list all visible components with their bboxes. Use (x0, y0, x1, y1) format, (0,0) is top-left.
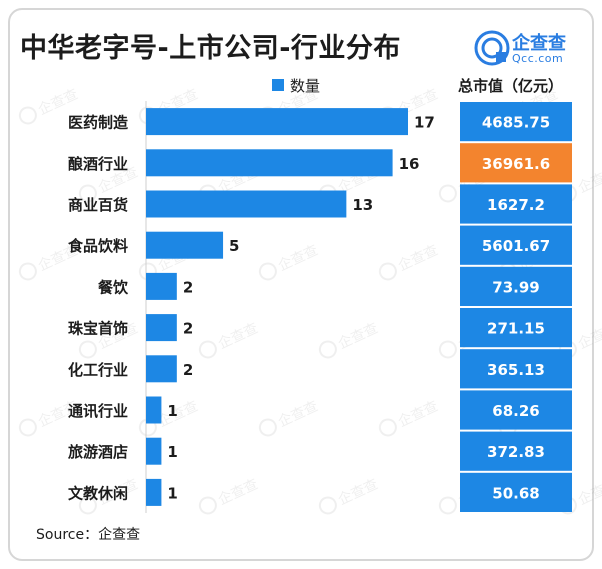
market-value-text: 365.13 (487, 361, 545, 379)
data-label: 13 (352, 196, 373, 214)
market-value-text: 1627.2 (487, 196, 545, 214)
category-label: 食品饮料 (68, 237, 128, 255)
data-label: 16 (399, 155, 420, 173)
market-value-cell (460, 184, 572, 224)
data-label: 2 (183, 320, 193, 338)
market-value-text: 271.15 (487, 320, 545, 338)
bar (146, 108, 408, 136)
market-value-cell (460, 225, 572, 265)
category-label: 珠宝首饰 (68, 320, 128, 338)
chart-title: 中华老字号-上市公司-行业分布 (20, 33, 401, 64)
brand-logo: 企查查 Qcc.com (474, 30, 586, 68)
bar (146, 478, 162, 506)
market-value-cell (460, 266, 572, 306)
market-value-cell (460, 431, 572, 471)
bar (146, 149, 393, 177)
bar (146, 272, 177, 300)
market-value-text: 372.83 (487, 443, 545, 461)
logo-url: Qcc.com (512, 52, 564, 65)
market-value-text: 5601.67 (482, 237, 550, 255)
bar (146, 396, 162, 424)
data-label: 2 (183, 278, 193, 296)
market-value-text: 73.99 (492, 278, 539, 296)
legend-label: 数量 (290, 77, 321, 95)
bar (146, 355, 177, 383)
category-label: 医药制造 (68, 114, 128, 132)
data-label: 1 (167, 443, 177, 461)
data-label: 1 (167, 484, 177, 502)
market-value-cell (460, 349, 572, 389)
market-value-cell (460, 143, 572, 183)
source-note: Source：企查查 (36, 527, 141, 543)
market-value-text: 36961.6 (482, 155, 550, 173)
data-label: 2 (183, 361, 193, 379)
bar (146, 231, 224, 259)
category-label: 旅游酒店 (68, 443, 128, 461)
data-label: 5 (229, 237, 239, 255)
legend-swatch (272, 79, 284, 91)
market-value-cell (460, 308, 572, 348)
bar (146, 314, 177, 342)
category-label: 化工行业 (68, 361, 128, 379)
market-value-cell (460, 102, 572, 142)
market-value-header: 总市值（亿元） (458, 77, 564, 95)
category-label: 酿酒行业 (68, 155, 128, 173)
market-value-text: 68.26 (492, 402, 539, 420)
bar (146, 437, 162, 465)
market-value-cell (460, 472, 572, 512)
market-value-cell (460, 390, 572, 430)
category-label: 文教休闲 (68, 484, 128, 502)
market-value-text: 4685.75 (482, 114, 550, 132)
category-label: 通讯行业 (68, 402, 128, 420)
data-label: 17 (414, 114, 435, 132)
bar (146, 190, 347, 218)
logo-name: 企查查 (512, 33, 566, 54)
category-label: 商业百货 (68, 196, 128, 214)
qcc-logo-icon (474, 30, 510, 66)
data-label: 1 (167, 402, 177, 420)
market-value-text: 50.68 (492, 484, 539, 502)
category-label: 餐饮 (98, 278, 129, 296)
